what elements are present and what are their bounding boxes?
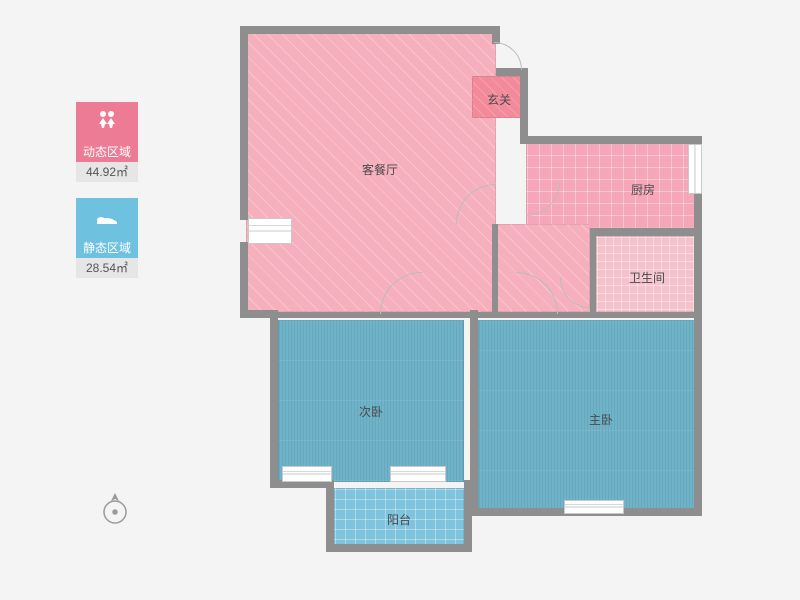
legend-static-label: 静态区域	[76, 238, 138, 258]
room-label-bath: 卫生间	[629, 269, 665, 286]
room-label-kitchen: 厨房	[631, 181, 655, 198]
wall	[492, 224, 498, 314]
compass-icon	[100, 490, 130, 526]
room-label-vestibule: 玄关	[487, 91, 511, 108]
floor-plan: 客餐厅 玄关厨房卫生间次卧 主卧阳台	[226, 22, 746, 576]
wall	[590, 228, 702, 236]
sleep-icon	[76, 198, 138, 238]
room-bed2: 次卧	[278, 320, 464, 482]
window	[564, 500, 624, 514]
window	[390, 466, 446, 482]
legend-dynamic: 动态区域 44.92㎡	[76, 102, 140, 182]
room-label-balcony: 阳台	[387, 511, 411, 528]
room-bed1: 主卧	[478, 320, 696, 512]
legend-dynamic-label: 动态区域	[76, 142, 138, 162]
window	[248, 218, 292, 244]
wall	[326, 544, 470, 552]
window	[688, 144, 702, 194]
wall	[470, 310, 478, 516]
window	[282, 466, 332, 482]
room-label-bed1: 主卧	[589, 411, 613, 428]
wall	[326, 480, 334, 552]
wall	[278, 312, 698, 318]
room-label-living: 客餐厅	[362, 161, 398, 178]
wall	[240, 26, 498, 34]
legend-dynamic-value: 44.92㎡	[76, 162, 138, 182]
wall	[694, 228, 702, 318]
room-living: 客餐厅	[246, 32, 496, 312]
wall	[520, 68, 528, 142]
wall	[240, 26, 248, 220]
wall	[520, 136, 702, 144]
people-icon	[76, 102, 138, 142]
wall	[590, 232, 596, 314]
wall	[240, 242, 248, 316]
room-bath: 卫生间	[596, 236, 696, 312]
room-balcony: 阳台	[334, 488, 464, 546]
legend-static: 静态区域 28.54㎡	[76, 198, 140, 278]
legend-static-value: 28.54㎡	[76, 258, 138, 278]
wall	[694, 310, 702, 516]
room-label-bed2: 次卧	[359, 403, 383, 420]
room-vestibule: 玄关	[472, 76, 526, 118]
wall	[492, 26, 500, 44]
legend-panel: 动态区域 44.92㎡ 静态区域 28.54㎡	[76, 102, 140, 294]
wall	[270, 310, 278, 486]
